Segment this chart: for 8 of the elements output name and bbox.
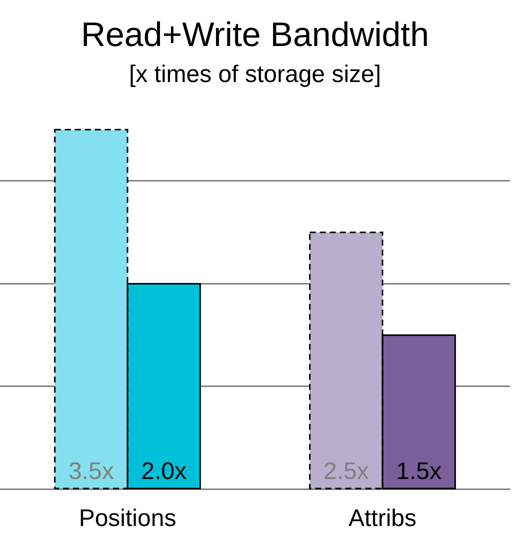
data-label: 3.5x [68,458,114,486]
data-label: 2.5x [323,458,369,486]
x-tick-label: Attribs [348,505,417,532]
chart-subtitle: [x times of storage size] [128,60,382,88]
x-tick-label: Positions [78,505,176,532]
data-label: 2.0x [141,458,187,486]
chart-title: Read+Write Bandwidth [80,16,430,54]
data-label: 1.5x [396,458,442,486]
